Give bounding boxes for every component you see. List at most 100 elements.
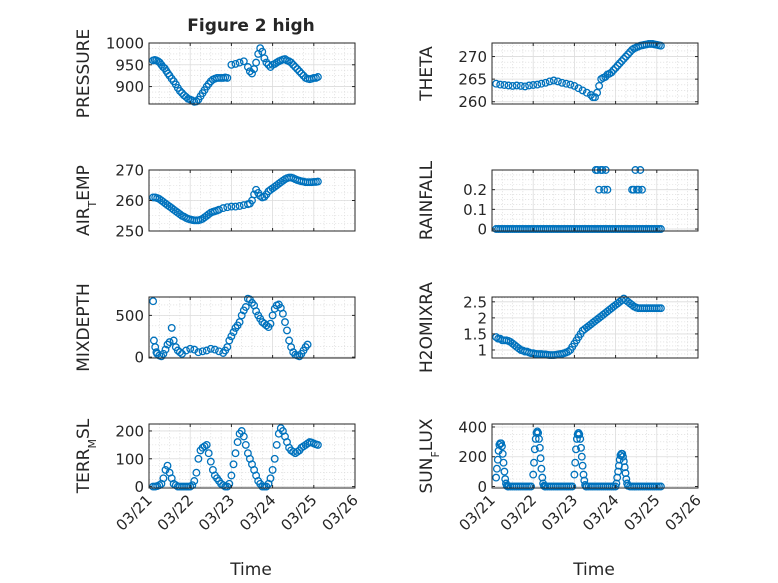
data-point xyxy=(545,77,554,86)
data-point xyxy=(178,89,186,98)
data-point xyxy=(219,204,228,213)
data-point xyxy=(607,68,616,77)
data-point xyxy=(498,449,507,458)
data-point xyxy=(638,185,646,194)
axes-box xyxy=(148,423,356,489)
data-point xyxy=(656,304,665,313)
x-tick-label: 03/25 xyxy=(620,491,663,534)
data-point xyxy=(572,445,580,454)
data-point xyxy=(159,349,168,358)
x-axis-label-left: Time xyxy=(229,560,272,580)
data-point xyxy=(525,81,534,90)
data-point xyxy=(582,88,591,97)
data-series xyxy=(149,294,312,361)
data-point xyxy=(500,467,509,476)
data-point xyxy=(562,79,571,88)
y-tick-label: 2 xyxy=(477,309,487,327)
y-tick-label: 950 xyxy=(115,56,144,74)
subplot-pressure: 900 950 1000 PRESSURE xyxy=(74,29,356,118)
data-point xyxy=(194,348,203,357)
y-tick-label: 260 xyxy=(115,192,144,210)
data-point xyxy=(303,340,312,349)
y-tick-label: 200 xyxy=(115,422,144,440)
data-point xyxy=(656,482,665,491)
x-tick-label: 03/22 xyxy=(154,491,197,534)
data-point xyxy=(225,336,234,345)
data-point xyxy=(634,185,643,194)
data-point xyxy=(297,69,306,78)
data-point xyxy=(268,465,277,474)
data-point xyxy=(527,482,536,491)
data-point xyxy=(266,474,275,483)
data-point xyxy=(629,185,638,194)
data-point xyxy=(564,347,573,356)
data-series xyxy=(492,39,665,102)
data-point xyxy=(149,297,158,306)
data-point xyxy=(190,477,199,485)
data-point xyxy=(537,79,546,88)
data-point xyxy=(628,45,637,54)
data-point xyxy=(231,202,240,211)
data-point xyxy=(619,54,628,63)
data-point xyxy=(239,57,248,66)
data-point xyxy=(175,210,184,219)
data-point xyxy=(624,50,632,59)
data-point xyxy=(595,81,604,90)
data-point xyxy=(492,333,501,342)
data-point xyxy=(163,461,172,470)
axes-box xyxy=(491,423,699,489)
data-point xyxy=(227,471,236,480)
y-tick-label: 0 xyxy=(477,221,487,239)
data-point xyxy=(287,58,296,67)
y-tick-label: 500 xyxy=(115,307,144,325)
subplot-mixdepth: 0 500 MIXDEPTH xyxy=(74,283,356,372)
data-point xyxy=(529,81,538,89)
data-point xyxy=(223,73,232,82)
y-tick-label: 0 xyxy=(134,478,144,496)
data-point xyxy=(188,481,197,490)
x-tick-label: 03/24 xyxy=(579,491,622,534)
data-point xyxy=(591,93,599,102)
data-point xyxy=(530,445,539,454)
data-point xyxy=(229,328,238,337)
data-point xyxy=(566,80,575,89)
data-point xyxy=(293,65,302,74)
data-point xyxy=(227,332,236,341)
subplot-air-temp: 250 260 270 AIRTEMP xyxy=(74,162,356,241)
data-point xyxy=(186,344,195,353)
data-point xyxy=(215,205,223,214)
data-point xyxy=(492,464,501,473)
data-point xyxy=(287,343,296,352)
data-series xyxy=(149,44,322,106)
x-tick-label: 03/26 xyxy=(319,491,362,534)
y-axis-label: SUNFLUX xyxy=(417,418,442,493)
axes-box xyxy=(148,42,356,105)
data-point xyxy=(206,457,215,466)
data-point xyxy=(204,449,213,458)
data-point xyxy=(206,344,215,353)
data-point xyxy=(245,67,254,76)
major-grid xyxy=(149,424,355,488)
data-point xyxy=(233,438,242,447)
data-point xyxy=(553,77,562,86)
data-point xyxy=(512,81,521,90)
data-point xyxy=(535,443,544,452)
data-point xyxy=(159,474,168,483)
data-point xyxy=(577,452,586,461)
data-point xyxy=(541,78,550,87)
data-point xyxy=(164,69,172,78)
data-point xyxy=(237,311,246,320)
axes-box xyxy=(491,42,699,105)
y-axis-label: MIXDEPTH xyxy=(74,283,94,372)
y-tick-label: 900 xyxy=(115,78,144,96)
data-point xyxy=(260,192,269,201)
data-point xyxy=(574,84,583,93)
data-point xyxy=(609,66,618,75)
y-tick-label: 0.1 xyxy=(463,201,487,219)
data-point xyxy=(278,309,287,318)
y-tick-label: 200 xyxy=(458,448,487,466)
y-tick-label: 400 xyxy=(458,418,487,436)
data-point xyxy=(533,80,542,89)
y-tick-label: 100 xyxy=(115,450,144,468)
